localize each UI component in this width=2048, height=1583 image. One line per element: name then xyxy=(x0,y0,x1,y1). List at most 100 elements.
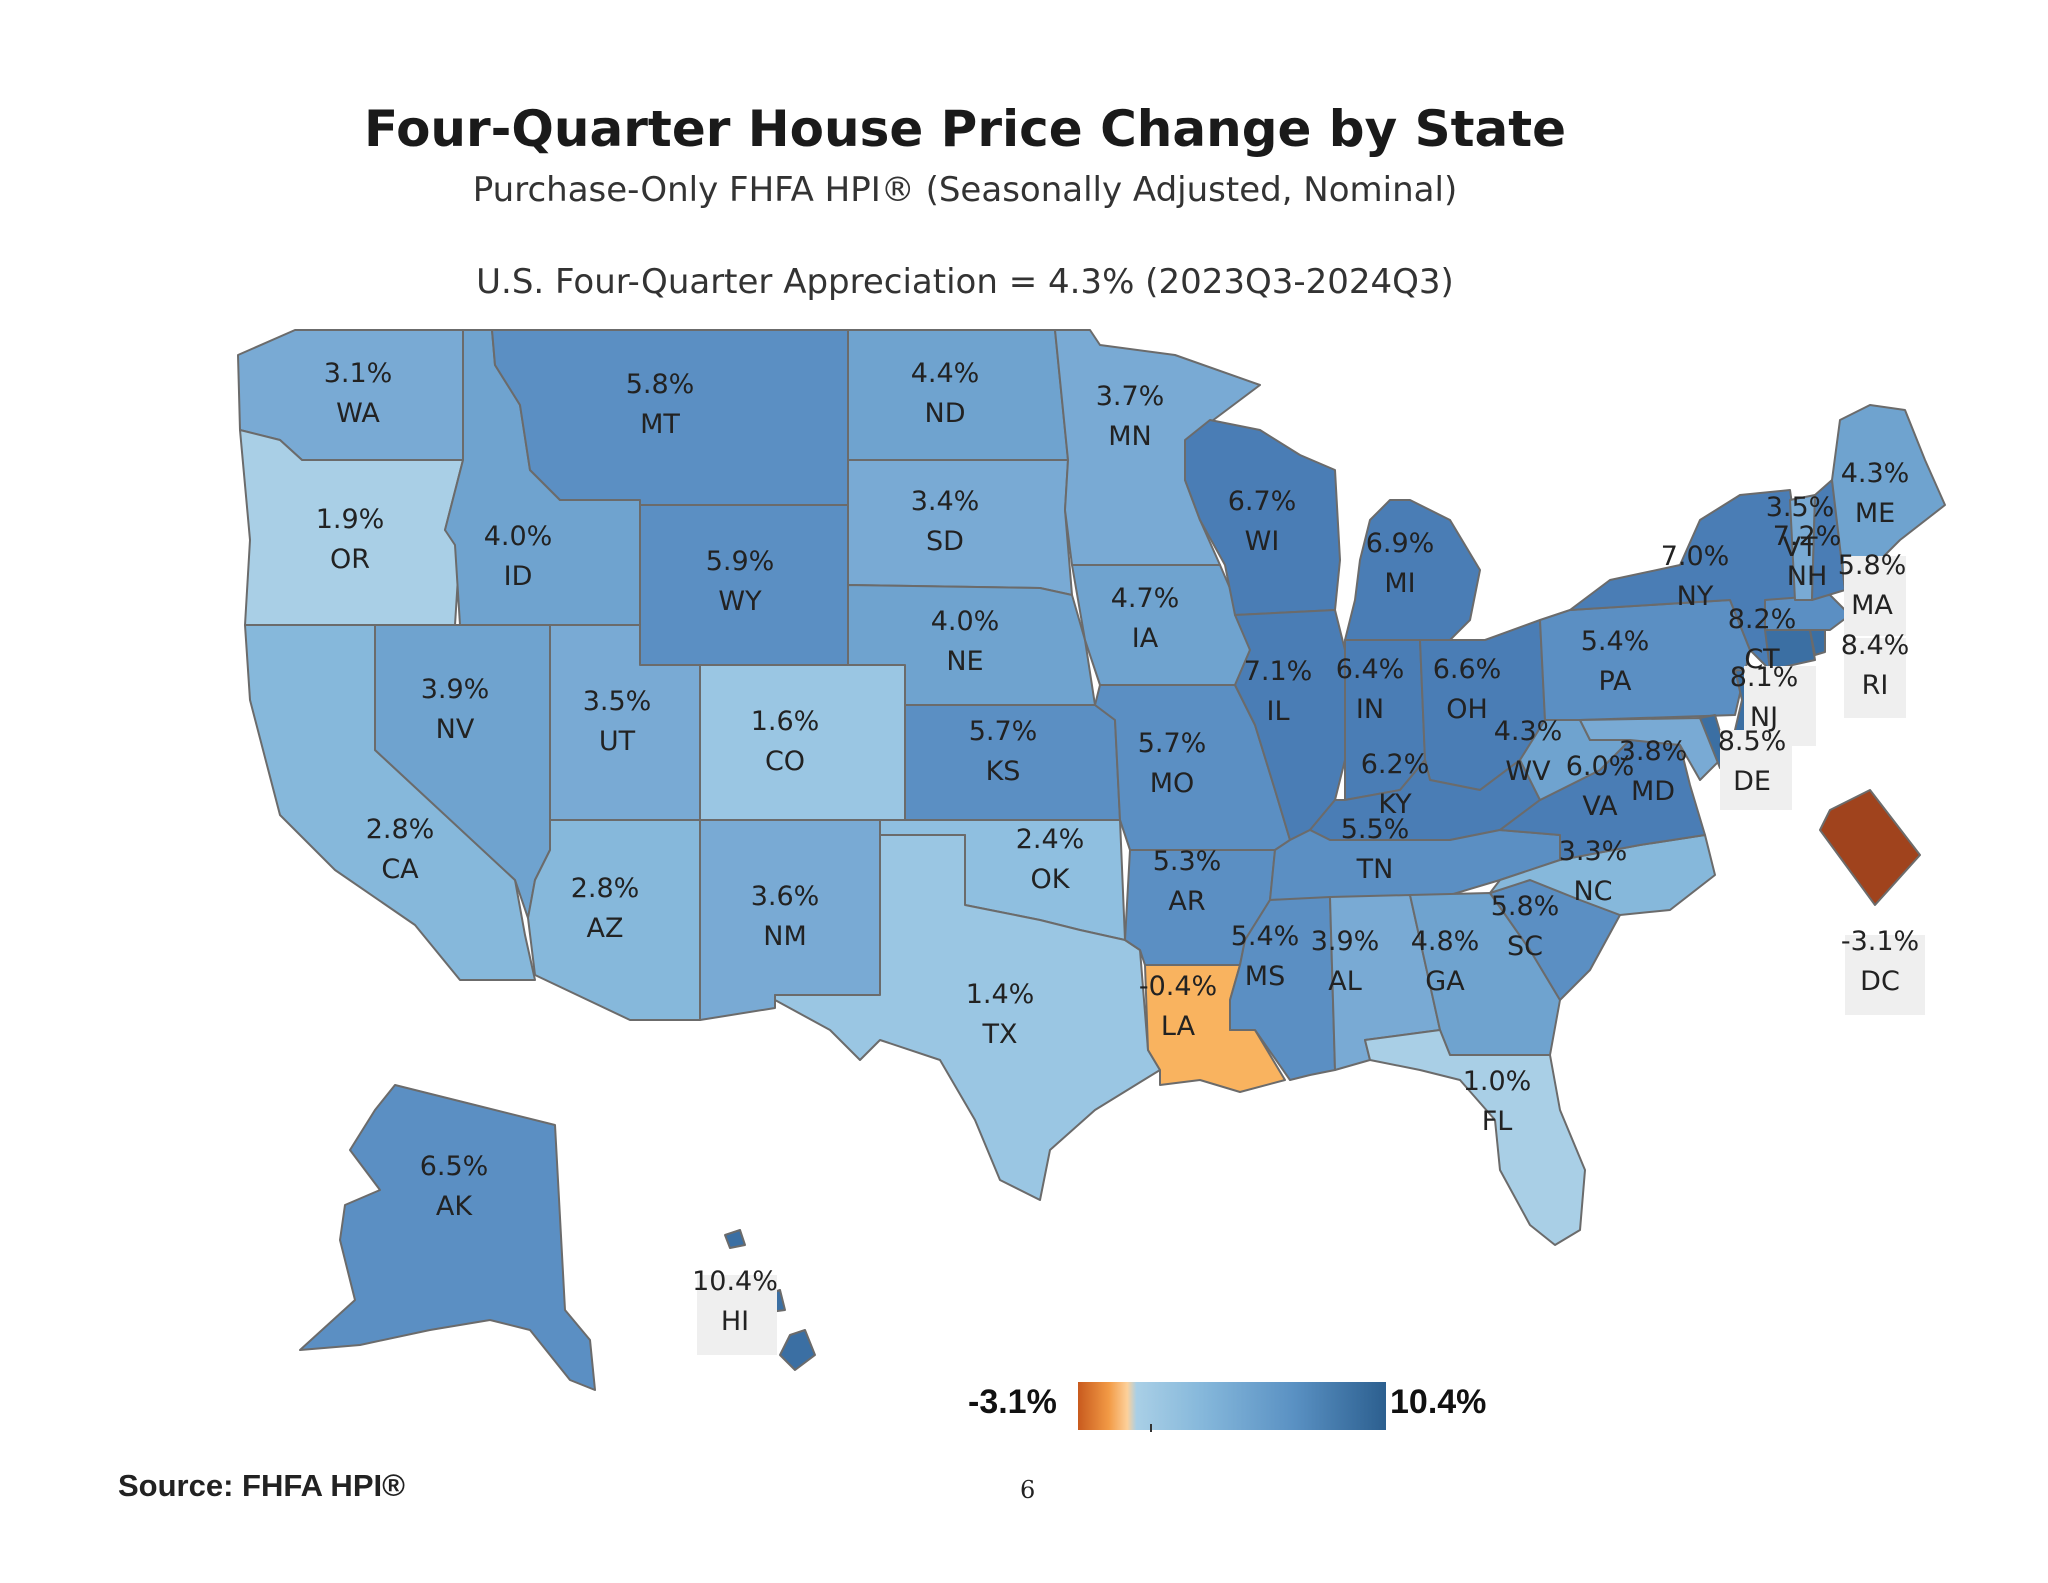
state-abbr-ri: RI xyxy=(1862,670,1889,701)
state-abbr-wi: WI xyxy=(1245,526,1280,557)
state-value-ia: 4.7% xyxy=(1111,583,1180,614)
state-abbr-wy: WY xyxy=(718,586,762,617)
state-abbr-fl: FL xyxy=(1482,1106,1513,1137)
state-value-wy: 5.9% xyxy=(706,546,775,577)
state-value-il: 7.1% xyxy=(1244,656,1313,687)
state-value-ks: 5.7% xyxy=(969,716,1038,747)
state-value-la: -0.4% xyxy=(1139,971,1217,1002)
state-value-vt: 3.5% xyxy=(1766,492,1835,523)
state-abbr-ct: CT xyxy=(1744,644,1780,675)
state-abbr-or: OR xyxy=(330,544,370,575)
state-value-ga: 4.8% xyxy=(1411,926,1480,957)
state-value-nj: 8.1% xyxy=(1730,662,1799,693)
state-abbr-oh: OH xyxy=(1446,694,1488,725)
state-abbr-nv: NV xyxy=(436,714,475,745)
state-abbr-mi: MI xyxy=(1384,568,1415,599)
state-abbr-ga: GA xyxy=(1425,966,1465,997)
label-box-ri xyxy=(1844,638,1906,718)
us-appreciation-note: U.S. Four-Quarter Appreciation = 4.3% (2… xyxy=(476,262,1454,302)
state-value-az: 2.8% xyxy=(571,873,640,904)
label-box-dc xyxy=(1845,935,1925,1015)
state-FL[interactable] xyxy=(1364,1029,1586,1246)
state-value-mo: 5.7% xyxy=(1138,728,1207,759)
state-value-me: 4.3% xyxy=(1841,458,1910,489)
state-abbr-md: MD xyxy=(1631,776,1675,807)
state-value-nh: 7.2% xyxy=(1773,521,1842,552)
state-abbr-mn: MN xyxy=(1108,421,1152,452)
state-value-mi: 6.9% xyxy=(1366,528,1435,559)
state-abbr-mo: MO xyxy=(1150,768,1195,799)
state-abbr-wv: WV xyxy=(1505,756,1551,787)
hawaii-island-oahu xyxy=(724,1229,746,1249)
state-value-nc: 3.3% xyxy=(1559,836,1628,867)
legend-zero-tick xyxy=(1150,1424,1152,1432)
state-abbr-sc: SC xyxy=(1507,931,1543,962)
state-value-wv: 4.3% xyxy=(1494,716,1563,747)
label-box-de xyxy=(1720,730,1792,810)
state-abbr-ne: NE xyxy=(946,646,983,677)
state-DC[interactable] xyxy=(1819,789,1921,906)
label-box-hi xyxy=(697,1275,777,1355)
state-abbr-hi: HI xyxy=(721,1306,749,1337)
state-PA[interactable] xyxy=(1539,599,1751,721)
state-value-ky: 6.2% xyxy=(1361,749,1430,780)
state-abbr-ar: AR xyxy=(1168,886,1205,917)
legend-min-label: -3.1% xyxy=(968,1383,1057,1421)
state-value-pa: 5.4% xyxy=(1581,626,1650,657)
state-value-mn: 3.7% xyxy=(1096,381,1165,412)
state-abbr-ma: MA xyxy=(1851,590,1893,621)
state-abbr-dc: DC xyxy=(1860,966,1900,997)
state-abbr-va: VA xyxy=(1582,791,1618,822)
state-abbr-ky: KY xyxy=(1378,789,1412,820)
state-HI[interactable] xyxy=(779,1329,816,1371)
state-value-sc: 5.8% xyxy=(1491,891,1560,922)
state-abbr-ny: NY xyxy=(1677,581,1714,612)
state-value-nd: 4.4% xyxy=(911,358,980,389)
state-abbr-co: CO xyxy=(765,746,805,777)
state-value-mt: 5.8% xyxy=(626,369,695,400)
state-abbr-wa: WA xyxy=(336,398,380,429)
state-value-ct: 8.2% xyxy=(1728,604,1797,635)
state-ND[interactable] xyxy=(847,329,1069,461)
state-CO[interactable] xyxy=(699,664,906,821)
state-value-ms: 5.4% xyxy=(1231,921,1300,952)
state-abbr-id: ID xyxy=(504,561,533,592)
state-value-nm: 3.6% xyxy=(751,881,820,912)
state-value-fl: 1.0% xyxy=(1463,1066,1532,1097)
label-box-ma xyxy=(1844,556,1906,636)
state-value-wa: 3.1% xyxy=(324,358,393,389)
state-value-oh: 6.6% xyxy=(1433,654,1502,685)
state-abbr-tx: TX xyxy=(982,1019,1018,1050)
legend-max-label: 10.4% xyxy=(1390,1383,1487,1421)
state-abbr-sd: SD xyxy=(926,526,964,557)
state-abbr-nj: NJ xyxy=(1750,702,1778,733)
state-abbr-al: AL xyxy=(1328,966,1362,997)
state-MI[interactable] xyxy=(1344,499,1481,641)
state-abbr-mt: MT xyxy=(640,409,680,440)
state-value-al: 3.9% xyxy=(1311,926,1380,957)
source-note: Source: FHFA HPI® xyxy=(118,1468,405,1503)
state-value-de: 8.5% xyxy=(1718,726,1787,757)
state-abbr-az: AZ xyxy=(587,913,624,944)
state-abbr-ca: CA xyxy=(381,854,419,885)
state-abbr-de: DE xyxy=(1733,766,1771,797)
state-value-id: 4.0% xyxy=(484,521,553,552)
state-value-ut: 3.5% xyxy=(583,686,652,717)
state-NM[interactable] xyxy=(699,819,881,1021)
state-value-dc: -3.1% xyxy=(1841,926,1919,957)
state-abbr-tn: TN xyxy=(1356,854,1394,885)
state-value-wi: 6.7% xyxy=(1228,486,1297,517)
state-value-or: 1.9% xyxy=(316,504,385,535)
state-AK[interactable] xyxy=(299,1084,596,1391)
state-abbr-ut: UT xyxy=(599,726,636,757)
state-value-ok: 2.4% xyxy=(1016,824,1085,855)
state-value-ma: 5.8% xyxy=(1838,550,1907,581)
state-value-tn: 5.5% xyxy=(1341,814,1410,845)
state-value-co: 1.6% xyxy=(751,706,820,737)
state-WY[interactable] xyxy=(639,504,849,666)
state-value-in: 6.4% xyxy=(1336,654,1405,685)
state-value-va: 6.0% xyxy=(1566,751,1635,782)
state-TX[interactable] xyxy=(774,834,1161,1201)
state-WI[interactable] xyxy=(1184,419,1341,616)
